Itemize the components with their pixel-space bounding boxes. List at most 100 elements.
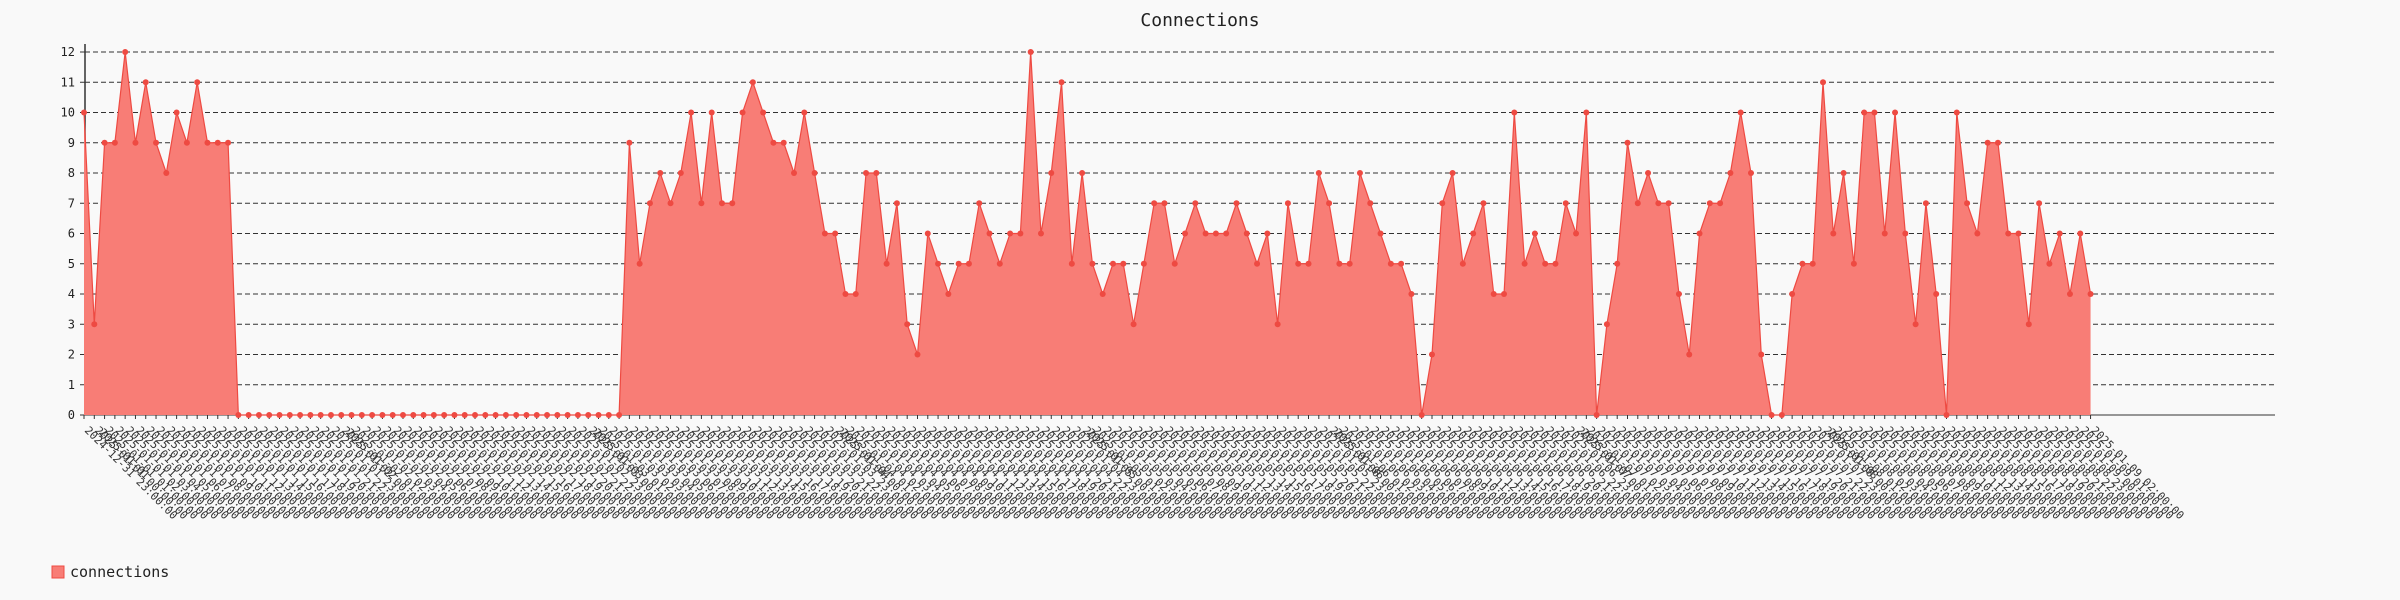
series-connections [81,49,2094,418]
point-102 [1130,321,1137,328]
point-28 [369,412,376,418]
point-157 [1696,230,1703,237]
point-32 [410,412,417,418]
point-194 [2077,230,2084,237]
point-190 [2036,200,2043,207]
point-108 [1192,200,1199,207]
point-135 [1470,230,1477,237]
point-72 [821,230,828,237]
point-125 [1367,200,1374,207]
point-171 [1840,170,1847,176]
ytick-label-0: 0 [68,408,75,422]
point-132 [1439,200,1446,207]
point-8 [163,170,170,176]
point-23 [317,412,324,418]
ytick-label-6: 6 [68,227,75,241]
point-13 [214,139,221,146]
point-38 [472,412,479,418]
point-131 [1428,351,1435,358]
point-126 [1377,230,1384,237]
point-182 [1953,109,1960,116]
point-11 [194,79,201,86]
point-143 [1552,260,1559,267]
point-147 [1593,412,1600,418]
point-103 [1140,260,1147,267]
point-114 [1254,260,1261,267]
point-86 [965,260,972,267]
point-79 [893,200,900,207]
point-111 [1223,230,1230,237]
point-117 [1284,200,1291,207]
point-91 [1017,230,1024,237]
point-166 [1789,291,1796,297]
point-63 [729,200,736,207]
ytick-label-8: 8 [68,166,75,180]
point-18 [266,412,273,418]
point-184 [1974,230,1981,237]
point-90 [1007,230,1014,237]
point-74 [842,291,849,297]
point-110 [1212,230,1219,237]
point-173 [1861,109,1868,116]
point-36 [451,412,458,418]
point-145 [1573,230,1580,237]
point-96 [1068,260,1075,267]
point-98 [1089,260,1096,267]
point-106 [1171,260,1178,267]
point-193 [2066,291,2073,297]
point-156 [1686,351,1693,358]
point-115 [1264,230,1271,237]
ytick-label-4: 4 [68,287,75,301]
point-35 [441,412,448,418]
point-195 [2087,291,2094,297]
point-89 [996,260,1003,267]
legend-label-connections: connections [70,563,169,581]
point-105 [1161,200,1168,207]
point-75 [852,291,859,297]
point-78 [883,260,890,267]
point-57 [667,200,674,207]
ytick-label-12: 12 [61,45,75,59]
point-97 [1079,170,1086,176]
point-53 [626,139,633,146]
point-140 [1521,260,1528,267]
point-100 [1110,260,1116,267]
point-34 [430,412,437,418]
point-153 [1655,200,1662,207]
point-167 [1799,260,1806,267]
point-73 [832,230,839,237]
point-87 [976,200,983,207]
line-connections [83,51,2092,416]
point-84 [945,291,952,297]
ytick-label-7: 7 [68,196,75,210]
point-138 [1501,291,1508,297]
point-42 [513,412,520,418]
point-186 [1994,139,2001,146]
point-136 [1480,200,1487,207]
point-177 [1902,230,1909,237]
point-95 [1058,79,1065,86]
point-93 [1037,230,1044,237]
point-183 [1964,200,1971,207]
point-141 [1531,230,1538,237]
point-170 [1830,230,1837,237]
point-69 [791,170,798,176]
ytick-label-9: 9 [68,136,75,150]
point-43 [523,412,530,418]
point-54 [636,260,643,267]
point-174 [1871,109,1878,116]
point-175 [1881,230,1888,237]
point-142 [1542,260,1549,267]
point-12 [204,139,211,146]
point-60 [698,200,705,207]
point-178 [1912,321,1919,328]
point-20 [286,412,293,418]
ytick-label-11: 11 [61,75,75,89]
point-172 [1850,260,1857,267]
point-19 [276,412,283,418]
point-62 [718,200,725,207]
point-30 [389,412,396,418]
point-139 [1511,109,1518,116]
point-119 [1305,260,1312,267]
